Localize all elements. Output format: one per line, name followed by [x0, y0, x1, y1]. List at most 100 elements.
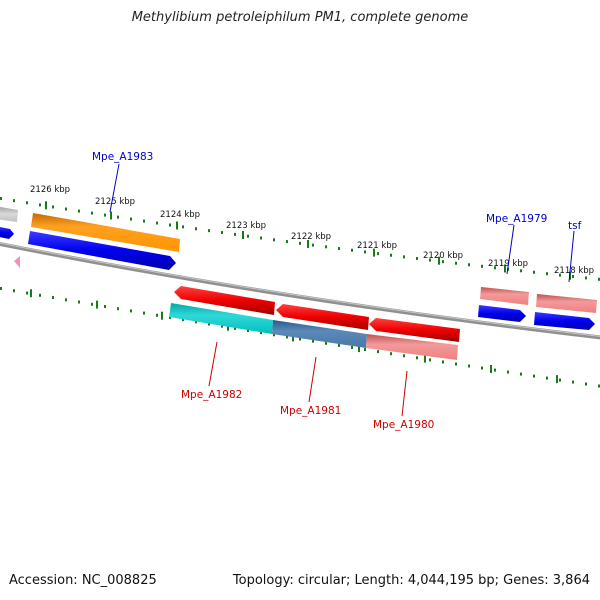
scale-major-tick: [45, 201, 47, 210]
gene-feature-blue-left[interactable]: [0, 226, 14, 239]
tick-label: 2123 kbp: [226, 221, 266, 231]
scale-dot: [351, 345, 353, 349]
scale-dot: [286, 240, 288, 244]
scale-dot: [403, 255, 405, 259]
leader-line: [109, 163, 120, 213]
gene-feature-tsf[interactable]: [536, 294, 597, 313]
scale-major-tick: [96, 300, 98, 309]
scale-dot: [208, 229, 210, 233]
scale-dot: [520, 372, 522, 376]
scale-major-tick: [292, 333, 294, 342]
scale-dot: [598, 277, 600, 281]
scale-dot: [286, 335, 288, 339]
gene-feature-mpe-a1980[interactable]: [366, 334, 458, 360]
scale-dot: [364, 348, 366, 352]
scale-major-tick: [438, 256, 440, 265]
scale-dot: [572, 380, 574, 384]
gene-feature-mpe-a1982[interactable]: [169, 303, 273, 334]
gene-label-mpe-a1979[interactable]: Mpe_A1979: [486, 213, 547, 225]
scale-dot: [442, 260, 444, 264]
accession-text: Accession: NC_008825: [9, 573, 157, 588]
gene-feature-blue-long[interactable]: [28, 231, 176, 270]
scale-dot: [169, 316, 171, 320]
scale-dot: [26, 291, 28, 295]
scale-dot: [39, 293, 41, 297]
scale-dot: [312, 243, 314, 247]
gene-label-mpe-a1982[interactable]: Mpe_A1982: [181, 389, 242, 401]
scale-dot: [156, 221, 158, 225]
scale-dot: [234, 232, 236, 236]
tick-label: 2124 kbp: [160, 210, 200, 220]
scale-dot: [91, 302, 93, 306]
scale-dot: [130, 217, 132, 221]
scale-dot: [143, 219, 145, 223]
gene-feature-mpe-a1981[interactable]: [272, 320, 367, 348]
scale-dot: [260, 236, 262, 240]
scale-dot: [429, 358, 431, 362]
genome-backbone: [0, 241, 600, 340]
scale-dot: [26, 201, 28, 205]
scale-major-tick: [161, 311, 163, 320]
gene-label-mpe-a1981[interactable]: Mpe_A1981: [280, 405, 341, 417]
scale-dot: [338, 343, 340, 347]
scale-major-tick: [358, 344, 360, 353]
scale-dot: [52, 205, 54, 209]
scale-dot: [221, 324, 223, 328]
gene-feature-mpe-a1981-red[interactable]: [276, 304, 369, 330]
scale-dot: [442, 360, 444, 364]
gene-feature-mpe-a1983[interactable]: [31, 213, 180, 252]
tick-label: 2122 kbp: [291, 232, 331, 242]
scale-dot: [117, 215, 119, 219]
scale-dot: [169, 223, 171, 227]
scale-dot: [546, 272, 548, 276]
leader-line: [568, 230, 575, 283]
gene-label-mpe-a1983[interactable]: Mpe_A1983: [92, 151, 153, 163]
scale-dot: [299, 241, 301, 245]
scale-dot: [117, 307, 119, 311]
scale-dot: [455, 362, 457, 366]
scale-dot: [585, 276, 587, 280]
leader-line: [208, 341, 218, 387]
scale-dot: [481, 264, 483, 268]
scale-dot: [338, 247, 340, 251]
scale-dot: [299, 337, 301, 341]
gene-feature-gray[interactable]: [0, 206, 18, 222]
scale-dot: [260, 331, 262, 335]
scale-dot: [13, 199, 15, 203]
scale-dot: [585, 382, 587, 386]
scale-dot: [0, 197, 2, 200]
tick-label: 2118 kbp: [554, 266, 594, 276]
scale-dot: [533, 270, 535, 274]
scale-dot: [52, 296, 54, 300]
tick-label: 2125 kbp: [95, 197, 135, 207]
scale-dot: [104, 213, 106, 217]
scale-dot: [533, 374, 535, 378]
scale-dot: [312, 339, 314, 343]
genome-backbone-highlight: [0, 242, 600, 337]
scale-dot: [195, 320, 197, 324]
scale-dot: [13, 289, 15, 293]
scale-dot: [325, 245, 327, 249]
gene-feature-blue-right-1[interactable]: [478, 305, 526, 322]
gene-label-mpe-a1980[interactable]: Mpe_A1980: [373, 419, 434, 431]
scale-major-tick: [424, 354, 426, 363]
scale-dot: [247, 329, 249, 333]
scale-major-tick: [490, 364, 492, 373]
scale-dot: [546, 376, 548, 380]
scale-dot: [195, 227, 197, 231]
scale-dot: [65, 207, 67, 211]
scale-dot: [182, 318, 184, 322]
gene-feature-mpe-a1979[interactable]: [480, 287, 529, 305]
scale-major-tick: [504, 264, 506, 273]
tick-label: 2120 kbp: [423, 251, 463, 261]
scale-dot: [91, 211, 93, 215]
gene-label-tsf[interactable]: tsf: [568, 220, 582, 232]
upper-scale-dots: [0, 197, 600, 281]
map-title: Methylibium petroleiphilum PM1, complete…: [131, 10, 469, 25]
scale-dot: [78, 300, 80, 304]
scale-dot: [221, 231, 223, 235]
gene-feature-blue-right-2[interactable]: [534, 312, 595, 330]
gene-feature-mpe-a1982-red[interactable]: [174, 286, 275, 315]
gene-feature-mpe-a1980-red[interactable]: [369, 318, 460, 342]
scale-dot: [273, 238, 275, 242]
